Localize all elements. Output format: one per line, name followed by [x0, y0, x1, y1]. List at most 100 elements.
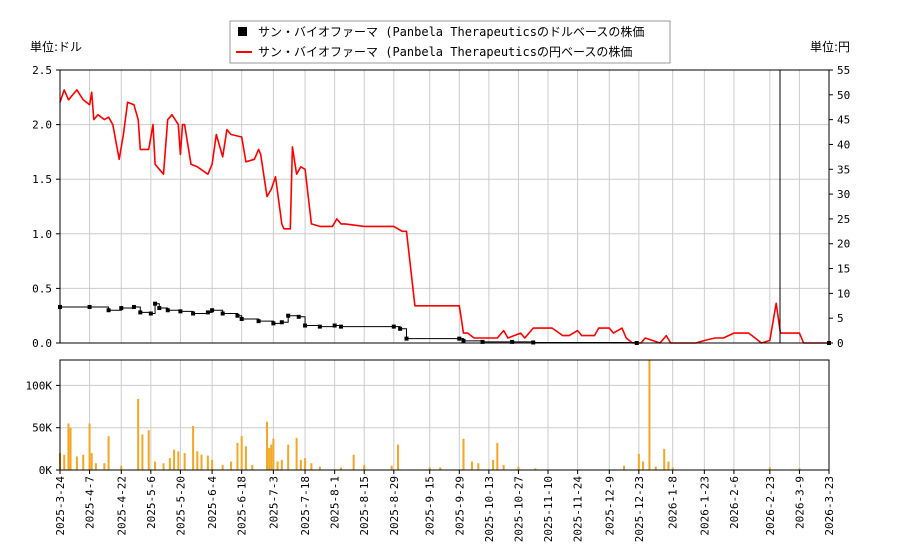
volume-bar	[304, 458, 307, 470]
usd-price-point	[178, 309, 183, 314]
usd-price-point	[510, 339, 515, 344]
right-tick-label: 30	[837, 188, 850, 201]
right-tick-label: 50	[837, 89, 850, 102]
x-tick-label: 2026-1-8	[667, 476, 680, 529]
x-tick-label: 2025-7-3	[267, 476, 280, 529]
price-panel: 0.0 0.5 1.0 1.5 2.0 2.5 0 5 10 15 20 25 30 35 40 45 50 5…	[32, 64, 850, 350]
volume-bar	[196, 451, 199, 470]
right-tick-label: 35	[837, 163, 850, 176]
right-tick-label: 45	[837, 114, 850, 127]
left-tick-label: 1.5	[32, 173, 52, 186]
volume-bar	[266, 421, 269, 470]
right-tick-label: 25	[837, 213, 850, 226]
usd-price-point	[332, 323, 337, 328]
price-plot-frame	[59, 69, 830, 344]
right-tick-label: 15	[837, 263, 850, 276]
volume-bar	[363, 464, 366, 470]
volume-bar	[230, 461, 233, 470]
left-tick-label: 2.0	[32, 119, 52, 132]
volume-bar	[798, 468, 801, 470]
right-tick-label: 40	[837, 138, 850, 151]
right-tick-label: 0	[837, 337, 844, 350]
volume-plot-frame	[59, 359, 830, 471]
right-tick-label: 10	[837, 287, 850, 300]
usd-price-point	[235, 313, 240, 318]
usd-price-point	[205, 310, 210, 315]
volume-bar	[318, 466, 321, 470]
volume-bar	[390, 465, 393, 470]
volume-bar	[637, 453, 640, 470]
volume-bar	[90, 453, 93, 470]
x-tick-label: 2025-12-23	[633, 476, 646, 542]
volume-bar	[75, 456, 78, 470]
volume-bar	[168, 458, 171, 470]
left-axis-ticks: 0.0 0.5 1.0 1.5 2.0 2.5	[32, 64, 60, 350]
volume-bar	[63, 454, 66, 470]
volume-tick-label: 0K	[39, 464, 53, 477]
volume-bar	[654, 466, 657, 470]
jpy-series	[59, 89, 829, 344]
left-tick-label: 2.5	[32, 64, 52, 77]
volume-bar	[671, 467, 674, 470]
legend-usd-swatch	[238, 27, 247, 36]
usd-price-point	[391, 324, 396, 329]
left-tick-label: 1.0	[32, 228, 52, 241]
x-tick-label: 2025-6-4	[206, 476, 219, 529]
x-tick-label: 2025-11-24	[572, 476, 585, 543]
volume-bar	[120, 465, 123, 470]
usd-price-point	[210, 308, 215, 313]
x-tick-label: 2025-8-1	[329, 476, 342, 529]
usd-price-point	[119, 306, 124, 311]
volume-bar	[768, 467, 771, 470]
volume-bar	[276, 461, 279, 470]
usd-price-point	[461, 338, 466, 343]
right-tick-label: 20	[837, 238, 850, 251]
usd-price-point	[480, 339, 485, 344]
volume-bar	[244, 446, 247, 470]
volume-bar	[663, 448, 666, 470]
volume-bar	[82, 454, 85, 470]
volume-bar	[397, 444, 400, 470]
x-tick-label: 2025-10-13	[483, 476, 496, 542]
volume-bar	[67, 423, 70, 470]
volume-bar	[502, 464, 505, 470]
left-tick-label: 0.5	[32, 282, 52, 295]
usd-price-point	[296, 314, 301, 319]
price-grid	[59, 69, 830, 344]
usd-price-point	[87, 304, 92, 309]
usd-price-point	[279, 320, 284, 325]
x-tick-label: 2026-2-6	[728, 476, 741, 529]
usd-price-point	[165, 308, 170, 313]
volume-bar	[272, 438, 275, 470]
volume-bar	[439, 467, 442, 470]
usd-price-point	[220, 311, 225, 316]
volume-bar	[534, 468, 537, 470]
volume-bar	[623, 465, 626, 470]
x-tick-label: 2025-10-27	[512, 476, 525, 542]
volume-bar	[462, 438, 465, 470]
right-axis-unit: 単位:円	[810, 39, 850, 54]
usd-price-line	[60, 303, 829, 344]
x-tick-label: 2026-1-23	[698, 476, 711, 536]
legend-jpy-label: サン・バイオファーマ (Panbela Therapeuticsの円ベースの株価	[258, 44, 632, 59]
volume-bar	[200, 454, 203, 470]
usd-price-point	[286, 313, 291, 318]
volume-bar	[339, 467, 342, 470]
usd-price-point	[106, 308, 111, 313]
x-tick-label: 2025-7-18	[299, 476, 312, 536]
x-tick-label: 2025-9-29	[453, 476, 466, 536]
volume-bar	[280, 459, 283, 470]
volume-bar	[287, 444, 290, 470]
volume-bar	[236, 442, 239, 470]
volume-bar	[240, 436, 243, 470]
volume-bar	[295, 437, 298, 470]
usd-price-point	[239, 316, 244, 321]
x-tick-label: 2025-5-20	[174, 476, 187, 536]
volume-bar	[94, 463, 97, 470]
volume-tick-label: 100K	[26, 379, 53, 392]
x-tick-label: 2025-12-9	[603, 476, 616, 536]
usd-series	[58, 301, 831, 345]
usd-price-point	[148, 311, 153, 316]
right-axis-ticks: 0 5 10 15 20 25 30 35 40 45 50 55	[829, 64, 850, 350]
